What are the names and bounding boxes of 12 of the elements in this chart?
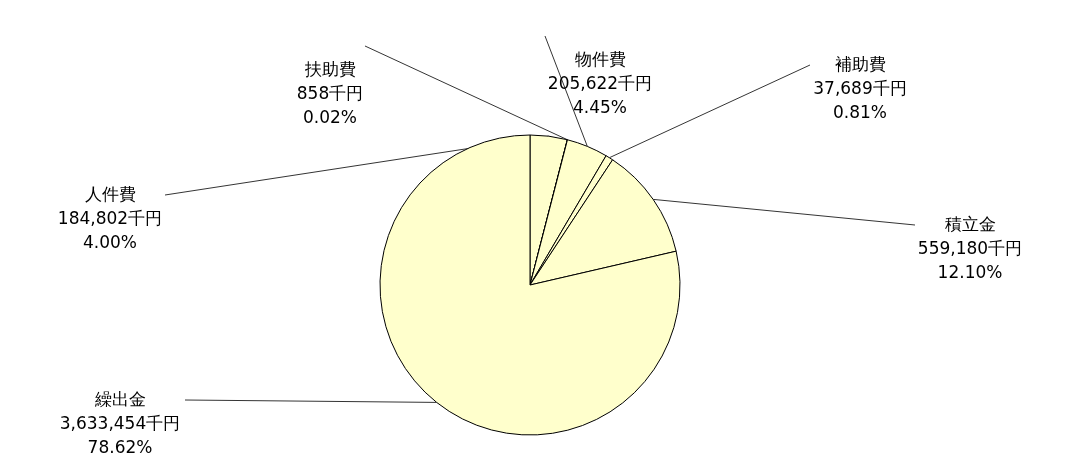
data-label: 37,689千円 0.81% <box>813 78 907 122</box>
slice-label: 物件費 <box>574 49 626 69</box>
data-label: 205,622千円 4.45% <box>547 73 653 117</box>
slice-label: 扶助費 <box>303 59 356 79</box>
data-label: 3,633,454千円 78.62% <box>59 413 181 454</box>
data-label: 559,180千円 12.10% <box>917 238 1023 282</box>
slice-label: 人件費 <box>84 184 136 204</box>
slice-label: 積立金 <box>944 214 996 234</box>
data-label: 858千円 0.02% <box>296 83 364 127</box>
slice-label: 繰出金 <box>93 389 146 409</box>
data-label: 184,802千円 4.00% <box>57 208 163 252</box>
slice-label: 補助費 <box>834 54 886 74</box>
